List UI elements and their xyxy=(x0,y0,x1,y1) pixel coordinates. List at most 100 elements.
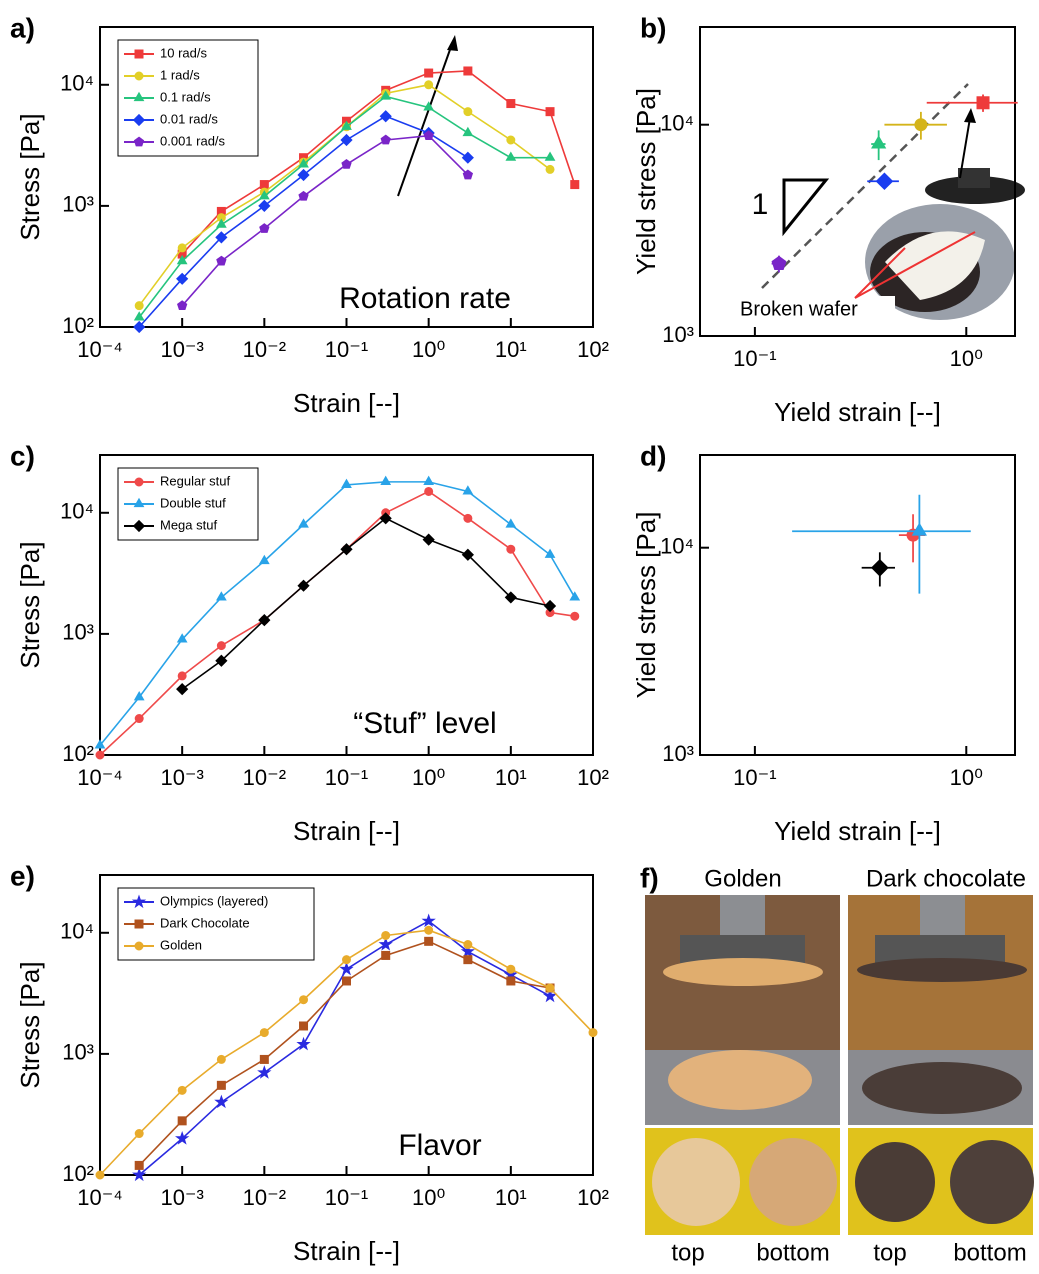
marker xyxy=(216,255,227,266)
marker xyxy=(259,223,270,233)
legend-label: 0.1 rad/s xyxy=(160,89,211,104)
legend-label: 0.001 rad/s xyxy=(160,133,226,148)
legend-label: Dark Chocolate xyxy=(160,915,250,930)
marker xyxy=(424,80,434,90)
marker xyxy=(424,936,434,946)
marker xyxy=(177,1116,187,1126)
marker xyxy=(258,613,271,627)
legend-marker xyxy=(133,91,145,102)
marker xyxy=(543,599,557,613)
photo-caption: bottom xyxy=(756,1239,829,1266)
marker xyxy=(545,164,555,174)
legend-label: Regular stuf xyxy=(160,473,230,488)
marker xyxy=(258,190,270,200)
photo-caption: top xyxy=(873,1239,906,1266)
legend-label: Mega stuf xyxy=(160,517,217,532)
y-tick-label: 10⁴ xyxy=(660,111,694,136)
y-tick-label: 10² xyxy=(62,1161,94,1186)
marker xyxy=(341,120,352,130)
marker xyxy=(94,739,106,749)
x-tick-label: 10⁰ xyxy=(950,765,983,790)
annotation: Broken wafer xyxy=(740,298,858,320)
marker xyxy=(216,1080,226,1090)
y-tick-label: 10³ xyxy=(662,741,694,766)
marker xyxy=(296,1036,311,1051)
x-axis-label: Strain [--] xyxy=(293,388,400,418)
marker xyxy=(177,243,187,253)
marker xyxy=(134,301,144,311)
marker xyxy=(463,66,473,76)
marker xyxy=(257,1065,272,1079)
marker xyxy=(134,714,144,724)
marker xyxy=(504,591,517,604)
legend-marker xyxy=(132,113,146,127)
label-bg xyxy=(735,296,895,324)
marker xyxy=(216,641,226,651)
marker xyxy=(175,1131,190,1145)
x-tick-label: 10⁻³ xyxy=(160,765,203,790)
legend-marker xyxy=(133,136,145,147)
x-tick-label: 10⁻¹ xyxy=(325,337,368,362)
marker xyxy=(176,633,188,643)
marker xyxy=(911,522,928,536)
legend-label: Olympics (layered) xyxy=(160,893,268,908)
series-line xyxy=(181,134,469,307)
x-tick-label: 10¹ xyxy=(495,337,527,362)
marker xyxy=(95,1170,105,1180)
marker xyxy=(588,1028,598,1038)
marker xyxy=(424,486,434,496)
marker xyxy=(177,671,187,681)
marker xyxy=(132,1167,147,1182)
x-tick-label: 10⁰ xyxy=(412,765,445,790)
marker xyxy=(341,478,352,488)
marker xyxy=(424,68,434,78)
x-tick-label: 10⁻² xyxy=(243,765,286,790)
photo-title: Golden xyxy=(704,865,781,892)
x-tick-label: 10⁻² xyxy=(243,1185,286,1210)
marker xyxy=(569,591,581,601)
marker xyxy=(423,130,434,141)
x-tick-label: 10⁻² xyxy=(243,337,286,362)
x-tick-label: 10⁻³ xyxy=(160,1185,203,1210)
marker xyxy=(505,518,517,528)
x-tick-label: 10⁻⁴ xyxy=(77,765,123,790)
plot-frame xyxy=(699,454,1016,756)
slope-label: 1 xyxy=(752,188,769,221)
y-tick-label: 10² xyxy=(62,741,94,766)
x-tick-label: 10¹ xyxy=(495,1185,527,1210)
marker xyxy=(506,964,516,974)
marker xyxy=(216,1054,226,1064)
marker xyxy=(506,544,516,554)
marker xyxy=(299,995,309,1005)
marker xyxy=(976,96,990,110)
legend-label: Golden xyxy=(160,937,202,952)
marker xyxy=(914,118,928,132)
panel-label: f) xyxy=(640,862,659,893)
marker xyxy=(134,1129,144,1139)
inset-photo xyxy=(865,168,1025,320)
annotation: Flavor xyxy=(398,1129,481,1162)
series-line xyxy=(181,517,551,690)
marker xyxy=(460,944,476,958)
marker xyxy=(214,1094,229,1109)
marker xyxy=(461,151,474,164)
marker xyxy=(422,533,435,546)
marker xyxy=(462,485,474,495)
marker xyxy=(381,950,391,960)
marker xyxy=(506,99,516,109)
x-tick-label: 10⁻⁴ xyxy=(77,337,123,362)
marker xyxy=(544,548,556,558)
y-tick-label: 10⁴ xyxy=(60,499,94,524)
marker xyxy=(462,169,474,180)
legend-marker xyxy=(132,519,146,533)
y-axis-label: Yield stress [Pa] xyxy=(631,512,661,699)
x-tick-label: 10² xyxy=(577,765,609,790)
x-tick-label: 10⁻¹ xyxy=(325,765,368,790)
x-tick-label: 10⁻¹ xyxy=(733,346,776,371)
marker xyxy=(133,320,146,334)
marker xyxy=(423,475,435,485)
marker xyxy=(216,591,227,601)
marker xyxy=(259,1054,269,1064)
marker xyxy=(339,961,354,976)
legend-label: 0.01 rad/s xyxy=(160,111,218,126)
